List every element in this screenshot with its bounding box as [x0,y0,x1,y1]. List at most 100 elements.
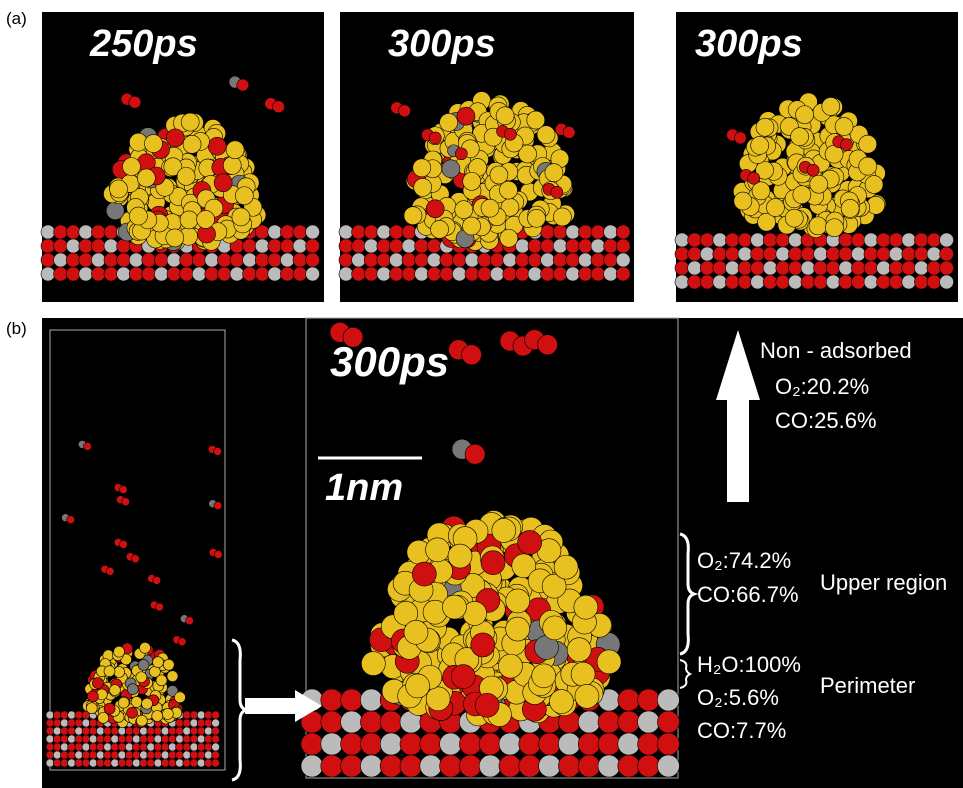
atom [168,758,177,768]
atom [788,232,803,248]
atom [65,224,81,240]
atom [578,266,593,282]
atom [389,238,404,254]
atom [687,232,702,248]
atom [412,158,432,178]
atom [419,732,443,756]
atom [825,246,841,262]
atom [637,688,660,712]
atom [597,732,621,756]
atom [851,232,866,248]
atom [78,238,94,254]
atom [113,645,125,658]
atom [124,750,134,760]
atom [452,252,467,268]
atom [182,726,192,736]
atom [74,758,84,768]
atom [204,252,220,268]
atom [45,742,55,752]
atom [179,266,194,282]
atom [414,252,429,268]
atom [876,232,891,248]
atom [204,758,213,768]
atom [674,232,690,248]
atom [146,726,156,736]
atom [242,238,257,254]
atom [155,602,164,612]
atom [657,710,680,734]
atom [154,266,169,282]
atom [91,252,106,268]
atom [103,742,112,752]
info-row: H₂O:100% [697,652,801,677]
atom [53,238,68,254]
atom [191,252,207,268]
atom [204,750,213,760]
atom [489,165,509,185]
atom [103,238,119,254]
atom [603,238,618,254]
atom [196,718,206,728]
atom [542,615,567,641]
atom [168,742,177,752]
atom [96,734,105,744]
atom [132,758,141,768]
atom [617,754,641,778]
atom [88,758,98,768]
atom [146,734,156,744]
atom [442,594,467,620]
info-row: O₂:74.2% [697,548,791,573]
atom [204,726,213,736]
atom [489,252,505,268]
atom [52,758,62,768]
atom [376,266,392,282]
atom [146,750,156,760]
atom [615,252,631,268]
atom [52,718,62,728]
atom [91,224,106,240]
atom [121,497,130,507]
atom [851,246,866,262]
atom [168,750,177,760]
atom [637,754,660,778]
atom [175,726,184,736]
atom [840,199,860,218]
atom [139,750,148,760]
value: 66.7% [736,582,798,607]
atom [474,692,500,718]
atom [363,252,379,268]
atom [725,246,740,262]
atom [182,758,192,768]
atom [495,106,515,126]
atom [863,232,879,248]
atom [428,131,442,145]
atom [139,642,151,654]
atom [411,561,437,587]
atom [117,726,127,736]
atom [103,702,116,715]
atom [305,266,320,282]
atom [96,758,105,768]
atom [340,732,363,756]
atom [91,266,106,282]
atom [153,726,163,736]
scale-label: 1nm [325,467,403,509]
atom [511,553,537,579]
value: 25.6% [814,408,876,433]
atom [40,252,56,268]
atom [153,742,163,752]
atom [617,688,641,712]
atom [81,742,91,752]
atom [403,620,429,645]
atom [141,266,157,282]
atom [196,210,215,229]
atom [426,266,442,282]
atom [489,266,505,282]
cell-box [49,329,226,771]
atom [139,758,148,768]
atom [901,246,917,262]
atom [360,688,383,712]
atom [166,266,182,282]
atom [939,232,954,248]
atom [351,224,366,240]
